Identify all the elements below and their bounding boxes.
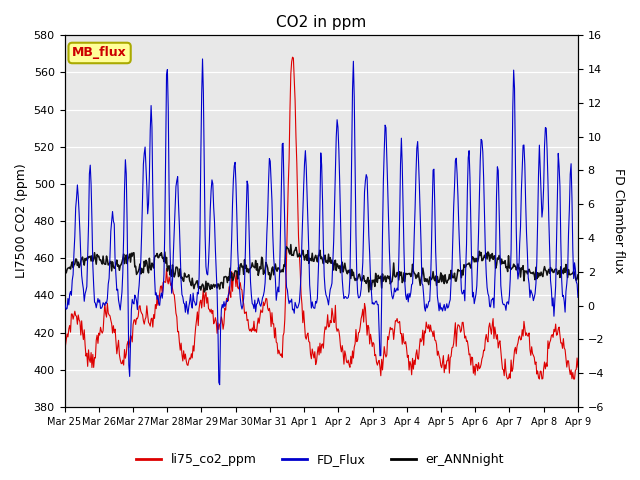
- Title: CO2 in ppm: CO2 in ppm: [276, 15, 366, 30]
- Y-axis label: LI7500 CO2 (ppm): LI7500 CO2 (ppm): [15, 164, 28, 278]
- Y-axis label: FD Chamber flux: FD Chamber flux: [612, 168, 625, 274]
- Legend: li75_co2_ppm, FD_Flux, er_ANNnight: li75_co2_ppm, FD_Flux, er_ANNnight: [131, 448, 509, 471]
- Text: MB_flux: MB_flux: [72, 47, 127, 60]
